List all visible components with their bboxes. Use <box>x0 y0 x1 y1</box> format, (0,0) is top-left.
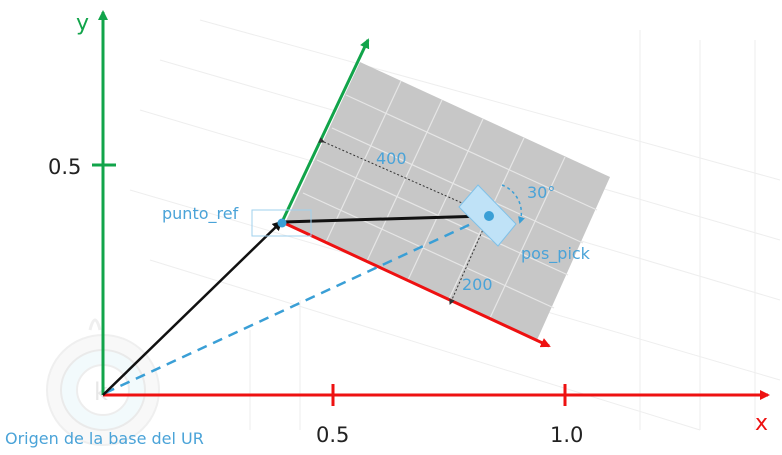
y-tick-label-0-5: 0.5 <box>48 155 81 179</box>
angle-label: 30° <box>527 183 555 202</box>
ref-point-box <box>251 209 312 237</box>
local-y-axis <box>280 38 370 223</box>
ref-point-label: punto_ref <box>162 204 239 224</box>
pick-pose-label: pos_pick <box>521 244 591 264</box>
origin-to-pick-vector <box>104 216 485 395</box>
ref-to-pick-vector <box>282 211 487 224</box>
x-axis <box>103 384 770 406</box>
x-tick-label-0-5: 0.5 <box>316 423 349 447</box>
ref-point-dot <box>277 218 287 228</box>
origin-to-ref-vector <box>102 220 283 396</box>
y-axis-label: y <box>76 11 89 36</box>
dimension-line-400 <box>318 137 488 215</box>
y-axis <box>92 10 116 395</box>
x-axis-label: x <box>755 411 768 436</box>
dimension-label-400: 400 <box>376 149 407 168</box>
x-tick-label-1-0: 1.0 <box>550 423 583 447</box>
dimension-label-200: 200 <box>462 275 493 294</box>
background-grid <box>129 19 781 431</box>
pick-pose-marker <box>458 184 517 247</box>
local-x-axis <box>281 220 551 348</box>
origin-label: Origen de la base del UR <box>5 429 204 448</box>
